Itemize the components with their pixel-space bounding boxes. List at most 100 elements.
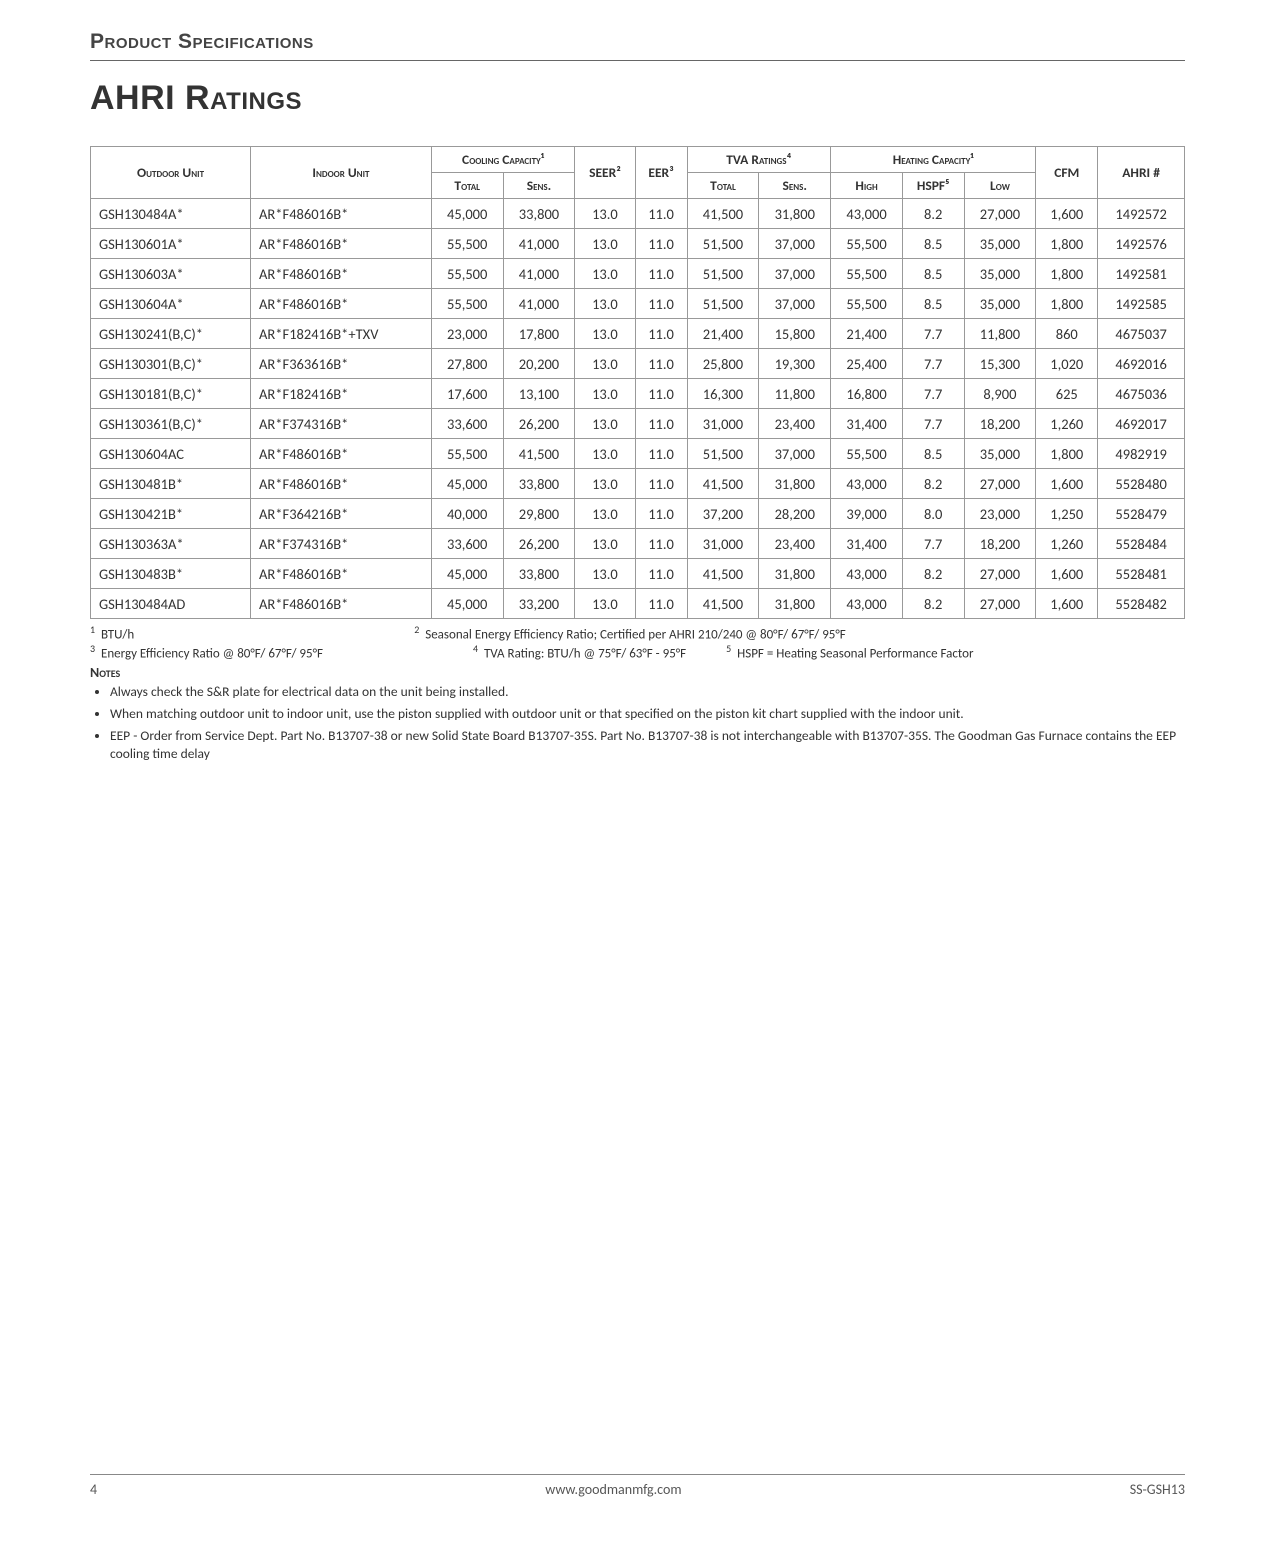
table-cell: GSH130363A* — [91, 529, 251, 559]
table-cell: 55,500 — [431, 289, 503, 319]
table-cell: 1,800 — [1036, 259, 1098, 289]
table-cell: 13.0 — [575, 289, 635, 319]
table-cell: 35,000 — [964, 289, 1036, 319]
table-cell: 1,600 — [1036, 559, 1098, 589]
table-cell: 8.5 — [902, 229, 964, 259]
col-eer: EER³ — [635, 147, 687, 199]
table-cell: 31,000 — [687, 409, 759, 439]
table-cell: AR*F364216B* — [251, 499, 432, 529]
table-cell: 26,200 — [503, 529, 575, 559]
table-cell: 55,500 — [831, 259, 903, 289]
col-ahri: AHRI # — [1098, 147, 1185, 199]
table-cell: 8.2 — [902, 199, 964, 229]
table-row: GSH130241(B,C)*AR*F182416B*+TXV23,00017,… — [91, 319, 1185, 349]
table-cell: 37,000 — [759, 259, 831, 289]
table-cell: 27,000 — [964, 559, 1036, 589]
table-cell: 23,000 — [431, 319, 503, 349]
table-cell: 51,500 — [687, 439, 759, 469]
table-cell: 13.0 — [575, 319, 635, 349]
table-cell: 13.0 — [575, 349, 635, 379]
table-cell: 39,000 — [831, 499, 903, 529]
table-cell: 1492581 — [1098, 259, 1185, 289]
table-cell: 1,800 — [1036, 439, 1098, 469]
table-cell: 1,600 — [1036, 469, 1098, 499]
table-cell: 8,900 — [964, 379, 1036, 409]
table-cell: 11.0 — [635, 469, 687, 499]
table-cell: GSH130361(B,C)* — [91, 409, 251, 439]
table-cell: 35,000 — [964, 439, 1036, 469]
table-cell: 13.0 — [575, 499, 635, 529]
table-cell: 27,800 — [431, 349, 503, 379]
table-cell: GSH130604A* — [91, 289, 251, 319]
table-row: GSH130484A*AR*F486016B*45,00033,80013.01… — [91, 199, 1185, 229]
table-cell: 1492572 — [1098, 199, 1185, 229]
table-cell: 13.0 — [575, 529, 635, 559]
table-cell: 11.0 — [635, 589, 687, 619]
table-cell: 33,600 — [431, 529, 503, 559]
footnote-3: 3 Energy Efficiency Ratio @ 80°F/ 67°F/ … — [90, 642, 323, 661]
table-cell: 13.0 — [575, 229, 635, 259]
table-cell: 11.0 — [635, 379, 687, 409]
note-item: EEP - Order from Service Dept. Part No. … — [110, 727, 1185, 763]
notes-label: Notes — [90, 664, 1185, 681]
table-cell: 8.5 — [902, 259, 964, 289]
table-cell: 55,500 — [831, 229, 903, 259]
col-heating-low: Low — [964, 173, 1036, 199]
table-cell: 11.0 — [635, 349, 687, 379]
table-cell: 11,800 — [964, 319, 1036, 349]
table-cell: 27,000 — [964, 589, 1036, 619]
table-cell: 8.5 — [902, 289, 964, 319]
table-cell: 43,000 — [831, 589, 903, 619]
footer-url: www.goodmanmfg.com — [545, 1481, 681, 1498]
footer-doc: SS-GSH13 — [1130, 1481, 1185, 1498]
table-cell: 18,200 — [964, 529, 1036, 559]
col-heating-group: Heating Capacity¹ — [831, 147, 1036, 173]
table-cell: 23,400 — [759, 409, 831, 439]
table-cell: 51,500 — [687, 289, 759, 319]
table-row: GSH130361(B,C)*AR*F374316B*33,60026,2001… — [91, 409, 1185, 439]
table-cell: 13,100 — [503, 379, 575, 409]
table-cell: 8.0 — [902, 499, 964, 529]
table-cell: 13.0 — [575, 409, 635, 439]
table-cell: 41,500 — [503, 439, 575, 469]
table-row: GSH130301(B,C)*AR*F363616B*27,80020,2001… — [91, 349, 1185, 379]
table-cell: 11.0 — [635, 229, 687, 259]
table-cell: 11.0 — [635, 439, 687, 469]
table-cell: 19,300 — [759, 349, 831, 379]
table-cell: GSH130601A* — [91, 229, 251, 259]
table-cell: 45,000 — [431, 559, 503, 589]
table-cell: 25,400 — [831, 349, 903, 379]
table-cell: GSH130241(B,C)* — [91, 319, 251, 349]
table-cell: 41,000 — [503, 229, 575, 259]
table-cell: 45,000 — [431, 469, 503, 499]
table-cell: 41,500 — [687, 559, 759, 589]
table-cell: 21,400 — [687, 319, 759, 349]
table-cell: 31,800 — [759, 589, 831, 619]
col-cooling-sens: Sens. — [503, 173, 575, 199]
section-label: Product Specifications — [90, 30, 1185, 54]
table-cell: 33,600 — [431, 409, 503, 439]
table-cell: 41,000 — [503, 259, 575, 289]
table-cell: GSH130603A* — [91, 259, 251, 289]
table-cell: 41,000 — [503, 289, 575, 319]
table-cell: 15,800 — [759, 319, 831, 349]
table-cell: 4692017 — [1098, 409, 1185, 439]
table-row: GSH130484ADAR*F486016B*45,00033,20013.01… — [91, 589, 1185, 619]
table-cell: GSH130181(B,C)* — [91, 379, 251, 409]
ratings-table: Outdoor Unit Indoor Unit Cooling Capacit… — [90, 146, 1185, 619]
table-cell: 28,200 — [759, 499, 831, 529]
table-cell: 1,260 — [1036, 409, 1098, 439]
table-cell: 31,800 — [759, 559, 831, 589]
table-cell: 37,000 — [759, 229, 831, 259]
table-cell: 55,500 — [431, 259, 503, 289]
page-footer: 4 www.goodmanmfg.com SS-GSH13 — [90, 1474, 1185, 1510]
table-cell: 43,000 — [831, 469, 903, 499]
table-row: GSH130601A*AR*F486016B*55,50041,00013.01… — [91, 229, 1185, 259]
table-cell: 43,000 — [831, 199, 903, 229]
table-cell: 4675037 — [1098, 319, 1185, 349]
page-title: AHRI Ratings — [90, 79, 1185, 118]
table-row: GSH130363A*AR*F374316B*33,60026,20013.01… — [91, 529, 1185, 559]
table-cell: AR*F182416B* — [251, 379, 432, 409]
table-cell: 41,500 — [687, 469, 759, 499]
table-cell: 1,800 — [1036, 289, 1098, 319]
